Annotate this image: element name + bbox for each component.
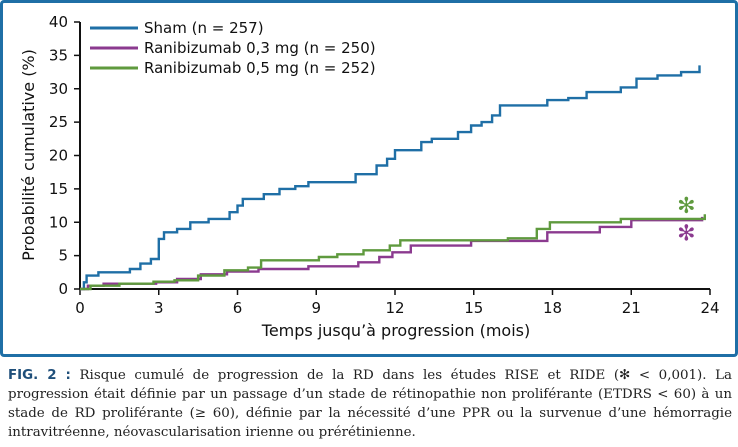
x-tick-label: 18 — [543, 299, 562, 317]
legend-label-2: Ranibizumab 0,5 mg (n = 252) — [144, 59, 376, 77]
significance-marker: ✻ — [677, 194, 695, 219]
x-tick-label: 24 — [700, 299, 719, 317]
y-tick-label: 5 — [58, 247, 68, 265]
x-tick-label: 12 — [385, 299, 404, 317]
series-line-0 — [80, 65, 701, 291]
series-line-1 — [80, 216, 704, 291]
y-tick-label: 15 — [49, 180, 68, 198]
y-tick-label: 30 — [49, 80, 68, 98]
y-tick-label: 10 — [49, 213, 68, 231]
x-tick-label: 15 — [464, 299, 483, 317]
annotations: ✻✻ — [677, 194, 695, 246]
y-axis-label: Probabilité cumulative (%) — [19, 49, 38, 261]
x-tick-label: 21 — [622, 299, 641, 317]
y-tick-label: 25 — [49, 113, 68, 131]
y-tick-label: 40 — [49, 13, 68, 31]
y-tick-label: 35 — [49, 46, 68, 64]
chart-frame — [0, 0, 738, 357]
significance-marker: ✻ — [677, 222, 695, 247]
y-tick-label: 0 — [58, 280, 68, 298]
x-tick-label: 6 — [233, 299, 243, 317]
x-tick-label: 9 — [311, 299, 321, 317]
x-tick-label: 3 — [154, 299, 164, 317]
caption-text: Risque cumulé de progression de la RD da… — [8, 368, 732, 440]
ticks: 0 3 6 9 12 15 18 21 24 0 5 10 15 20 25 30 35 40 — [49, 13, 720, 317]
figure-caption: FIG. 2 : Risque cumulé de progression de… — [8, 366, 732, 442]
y-tick-label: 20 — [49, 147, 68, 165]
x-axis-label: Temps jusqu’à progression (mois) — [261, 321, 530, 340]
series-line-2 — [80, 214, 706, 291]
x-tick-label: 0 — [75, 299, 85, 317]
legend-label-1: Ranibizumab 0,3 mg (n = 250) — [144, 39, 376, 57]
legend-label-0: Sham (n = 257) — [144, 19, 264, 37]
legend: Sham (n = 257) Ranibizumab 0,3 mg (n = 25… — [90, 19, 376, 77]
series-lines — [80, 65, 706, 291]
caption-label: FIG. 2 : — [8, 368, 71, 383]
